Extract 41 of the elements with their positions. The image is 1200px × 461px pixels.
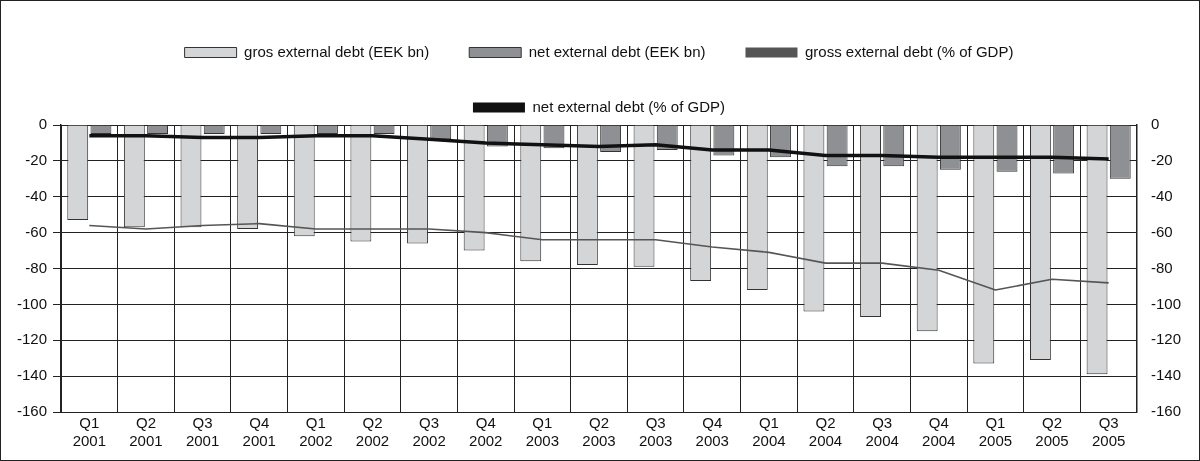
x-tick-label: Q1 2005	[978, 414, 1013, 450]
x-tick-label: Q1 2003	[525, 414, 560, 450]
x-tick-label: Q4 2004	[922, 414, 956, 450]
y-tick-label: 0	[38, 115, 48, 133]
y2-tick-label: -120	[1150, 330, 1182, 348]
y2-tick-label: -80	[1150, 258, 1173, 276]
x-tick-label: Q2 2001	[129, 414, 163, 450]
x-tick-label: Q3 2002	[412, 414, 446, 450]
y-tick-label: -20	[25, 151, 48, 169]
x-tick-label: Q3 2001	[185, 414, 220, 450]
x-tick-label: Q2 2004	[808, 414, 843, 450]
y2-tick-label: -140	[1150, 366, 1182, 384]
y-tick-label: -100	[16, 294, 48, 312]
legend-label: net external debt (% of GDP)	[532, 97, 726, 115]
x-tick-label: Q2 2003	[582, 414, 616, 450]
y2-tick-label: -60	[1150, 222, 1173, 240]
x-tick-label: Q4 2003	[695, 414, 729, 450]
y2-tick-label: 0	[1150, 115, 1160, 133]
x-tick-label: Q3 2005	[1091, 414, 1126, 450]
x-tick-label: Q3 2004	[865, 414, 899, 450]
y2-tick-label: -160	[1150, 402, 1182, 420]
y2-tick-label: -100	[1150, 294, 1182, 312]
y-tick-label: -160	[16, 402, 48, 420]
x-tick-label: Q4 2001	[242, 414, 276, 450]
legend-label: gross external debt (% of GDP)	[804, 42, 1014, 60]
y-tick-label: -120	[16, 330, 48, 348]
x-tick-label: Q2 2005	[1035, 414, 1069, 450]
x-tick-label: Q3 2003	[638, 414, 673, 450]
x-tick-label: Q1 2001	[72, 414, 107, 450]
legend-label: gros external debt (EEK bn)	[244, 42, 430, 60]
legend-label: net external debt (EEK bn)	[528, 42, 706, 60]
x-tick-label: Q2 2002	[355, 414, 390, 450]
x-tick-label: Q4 2002	[469, 414, 503, 450]
x-tick-label: Q1 2004	[752, 414, 786, 450]
y-tick-label: -60	[25, 222, 48, 240]
y2-tick-label: -40	[1150, 186, 1173, 204]
x-tick-label: Q1 2002	[299, 414, 333, 450]
y-tick-label: -80	[25, 258, 48, 276]
y2-tick-label: -20	[1150, 151, 1173, 169]
y-tick-label: -40	[25, 186, 48, 204]
y-tick-label: -140	[16, 366, 48, 384]
